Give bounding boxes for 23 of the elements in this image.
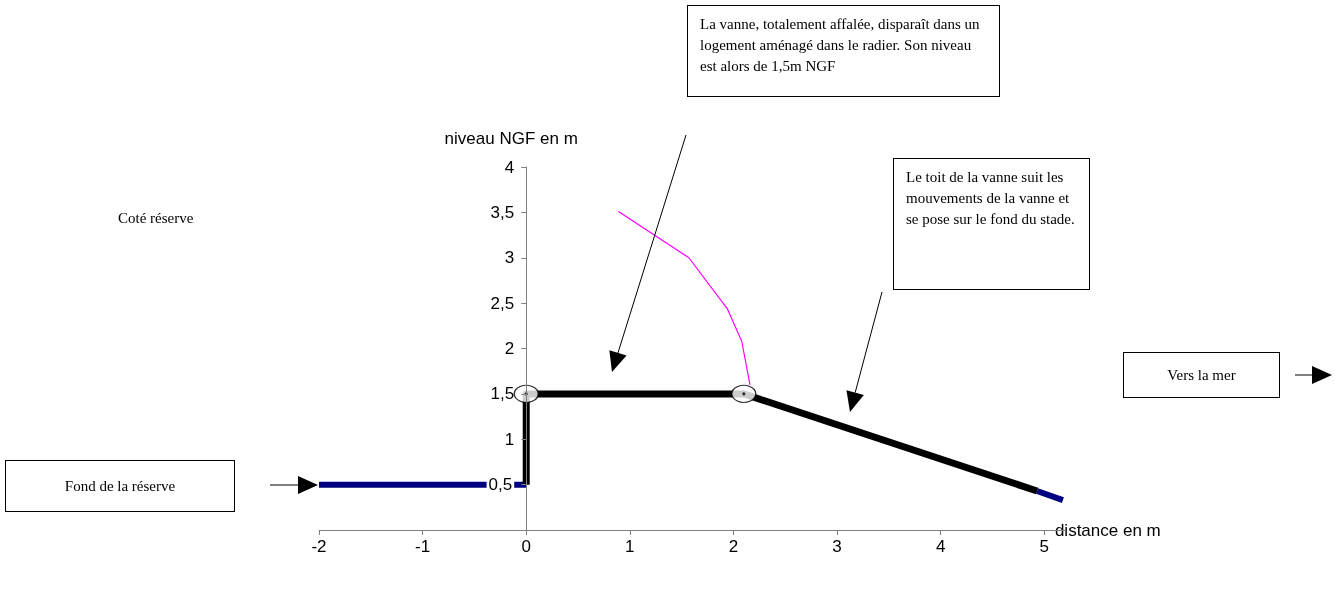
x-tick-label: -2 xyxy=(311,537,327,556)
y-tick-label: 3 xyxy=(504,248,515,268)
x-axis-title: distance en m xyxy=(1054,520,1161,540)
y-tick-label: 1 xyxy=(504,429,515,449)
annotation: Le toit de la vanne suit les mouvements de la vanne et se pose sur le fond du stade. xyxy=(893,158,1090,290)
x-tick-label: -1 xyxy=(415,537,431,556)
x-tick-label: 1 xyxy=(625,537,635,556)
x-tick-label: 2 xyxy=(728,537,739,556)
y-tick-label: 4 xyxy=(504,157,515,177)
text: Vers la mer xyxy=(1123,352,1280,398)
y-tick-label: 0,5 xyxy=(488,475,513,495)
text: Coté réserve xyxy=(118,209,195,228)
y-tick-label: 2,5 xyxy=(490,293,515,313)
y-tick-label: 2 xyxy=(504,339,515,358)
x-tick-label: 5 xyxy=(1039,537,1050,556)
y-axis-title: niveau NGF en m xyxy=(444,128,578,148)
text: La vanne, totalement affalée, disparaît dans un logement aménagé dans le radier. Son niveau est alors de 1,5m NGF xyxy=(687,5,1000,97)
x-tick-label: 3 xyxy=(832,537,842,556)
text: Fond de la réserve xyxy=(5,460,235,512)
y-tick-label: 3,5 xyxy=(490,202,515,222)
x-tick-label: 4 xyxy=(935,537,946,556)
x-tick-label: 0 xyxy=(521,537,531,556)
y-tick-label: 1,5 xyxy=(490,384,515,404)
